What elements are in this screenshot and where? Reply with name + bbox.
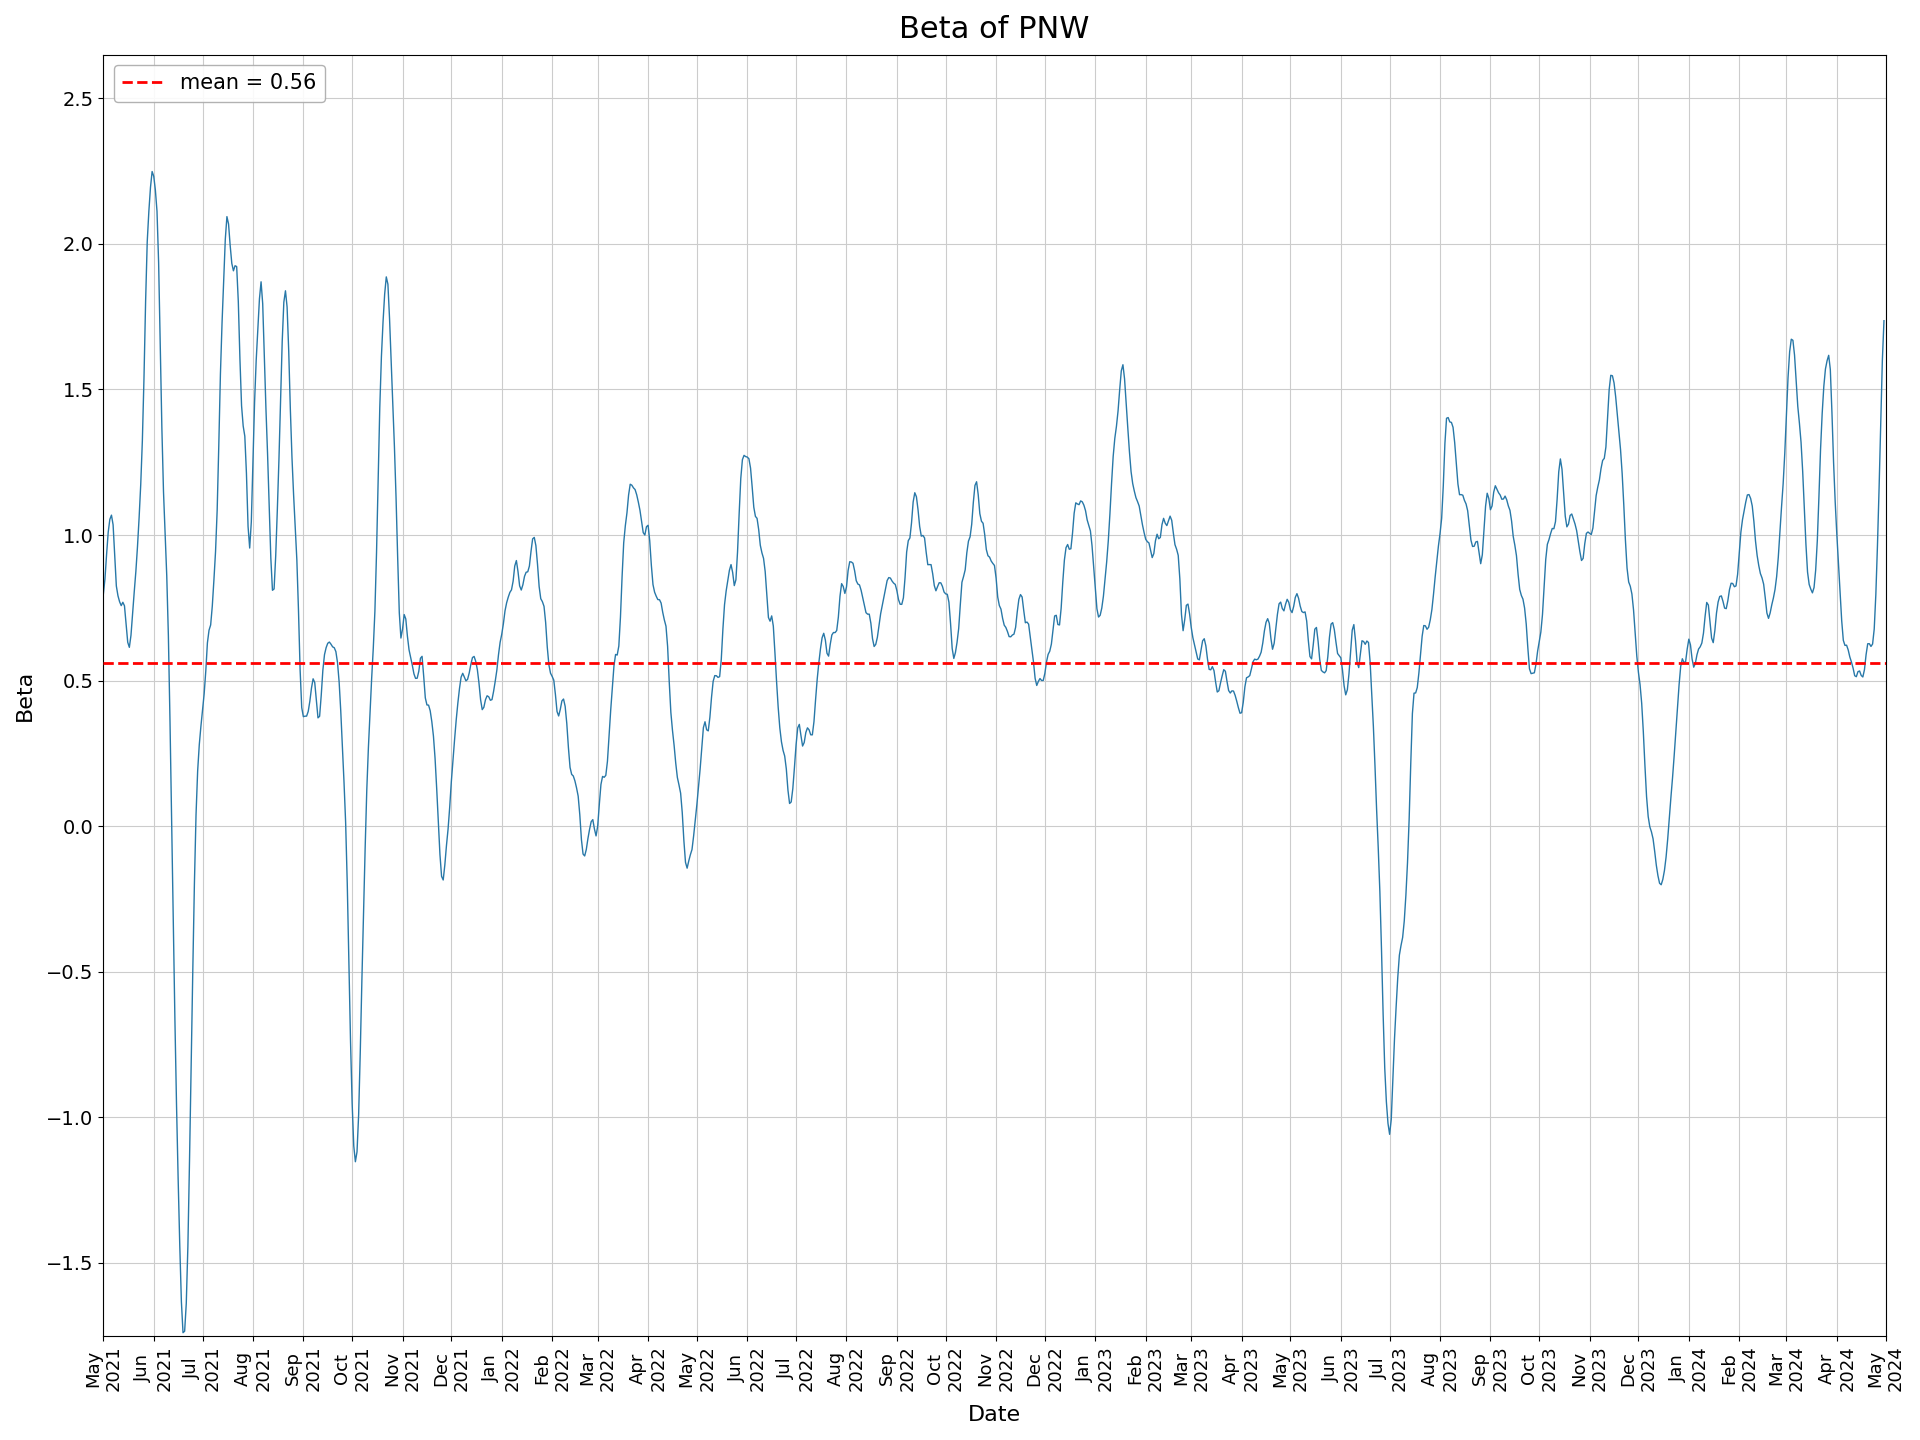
Title: Beta of PNW: Beta of PNW <box>899 14 1091 45</box>
Legend: mean = 0.56: mean = 0.56 <box>113 65 324 102</box>
Y-axis label: Beta: Beta <box>15 670 35 721</box>
X-axis label: Date: Date <box>968 1405 1021 1426</box>
